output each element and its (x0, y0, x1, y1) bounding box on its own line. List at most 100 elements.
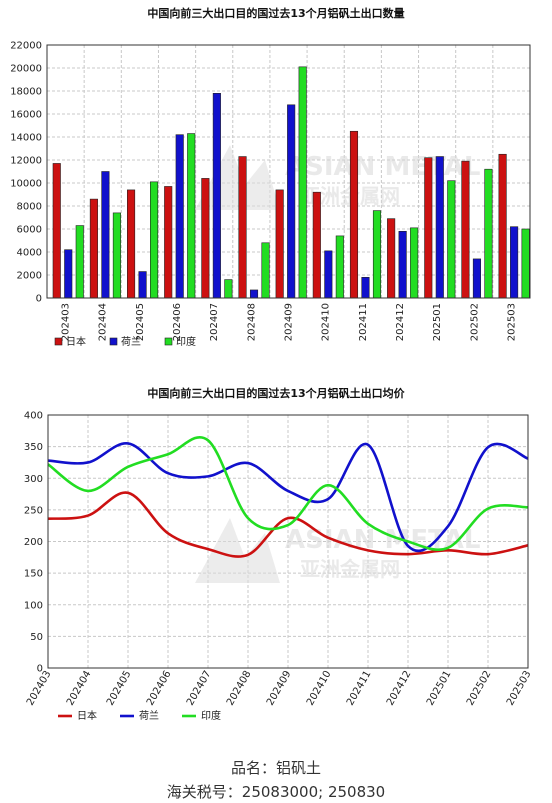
bar (187, 133, 196, 299)
x-tick-label: 202405 (105, 669, 134, 708)
y-tick-label: 350 (24, 442, 43, 453)
price-line-chart: 中国向前三大出口目的国过去13个月铝矾土出口均价 0 50 100 150 200 250… (0, 378, 552, 733)
bar (287, 104, 296, 299)
quantity-bar-chart-svg: 中国向前三大出口目的国过去13个月铝矾土出口数量 0 2000 4000 6000 80… (10, 6, 531, 348)
x-tick-label: 202405 (135, 303, 146, 341)
y-tick-label: 250 (24, 505, 43, 516)
bar (410, 227, 419, 299)
chart-title: 中国向前三大出口目的国过去13个月铝矾土出口均价 (147, 386, 405, 400)
bar (238, 156, 247, 299)
y-tick-label: 16000 (10, 110, 42, 121)
y-tick-label: 8000 (17, 202, 42, 213)
bar (138, 271, 147, 299)
x-tick-label: 202404 (65, 669, 94, 708)
watermark-logo-icon (195, 518, 280, 583)
x-tick-label: 202411 (345, 669, 374, 708)
y-tick-label: 14000 (10, 133, 42, 144)
series-line (47, 442, 529, 553)
series-line (47, 491, 529, 558)
series-line (47, 436, 529, 552)
bar (447, 180, 456, 299)
y-tick-label: 400 (24, 411, 43, 422)
bar (498, 153, 507, 299)
legend-label: 印度 (201, 709, 221, 722)
legend-label: 日本 (66, 335, 86, 348)
x-tick-label: 202412 (395, 303, 406, 341)
x-tick-label: 202503 (505, 669, 534, 708)
price-line-chart-svg: 中国向前三大出口目的国过去13个月铝矾土出口均价 0 50 100 150 200 250… (24, 386, 534, 722)
bar (249, 289, 259, 299)
x-tick-label: 202502 (469, 303, 480, 341)
y-tick-label: 0 (36, 294, 42, 305)
watermark-text-en: ASIAN METAL (285, 152, 481, 182)
bar (150, 181, 159, 299)
x-tick-label: 202408 (225, 669, 254, 708)
legend-label: 荷兰 (139, 709, 159, 722)
y-tick-label: 50 (30, 632, 43, 643)
hs-code: 海关税号：25083000; 250830 (166, 783, 386, 801)
bar (275, 189, 284, 299)
bar (361, 276, 370, 299)
y-tick-label: 4000 (17, 248, 42, 259)
bar (461, 160, 470, 299)
bar (472, 258, 481, 299)
legend-swatch (54, 337, 63, 346)
x-tick-label: 202412 (385, 669, 414, 708)
x-tick-label: 202411 (358, 303, 369, 341)
y-tick-label: 2000 (17, 271, 42, 282)
legend-label: 印度 (176, 335, 196, 348)
quantity-bar-chart: 中国向前三大出口目的国过去13个月铝矾土出口数量 0 2000 4000 6000 80… (0, 0, 552, 365)
bar (164, 186, 173, 299)
x-tick-label: 202501 (432, 303, 443, 341)
y-tick-label: 6000 (17, 225, 42, 236)
x-tick-label: 202407 (209, 303, 220, 341)
x-tick-label: 202403 (25, 669, 54, 708)
legend-swatch (109, 337, 118, 346)
watermark-text-cn: 亚洲金属网 (300, 557, 400, 581)
plot-border (47, 414, 529, 669)
x-tick-label: 202406 (145, 669, 174, 708)
x-tick-label: 202409 (265, 669, 294, 708)
bar (261, 242, 270, 299)
bar (127, 189, 136, 299)
x-tick-label: 202409 (284, 303, 295, 341)
bar (64, 249, 73, 299)
x-tick-label: 202410 (305, 669, 334, 708)
plot-border (46, 44, 531, 299)
bar (521, 228, 530, 299)
y-tick-label: 0 (37, 664, 43, 675)
x-tick-label: 202407 (185, 669, 214, 708)
y-tick-label: 22000 (10, 41, 42, 52)
x-tick-label: 202502 (465, 669, 494, 708)
y-tick-label: 12000 (10, 156, 42, 167)
bar (398, 231, 407, 299)
x-tick-label: 202406 (172, 303, 183, 341)
x-tick-label: 202403 (61, 303, 72, 341)
bar (298, 66, 307, 299)
bar (89, 198, 98, 299)
bar (101, 171, 110, 299)
product-name: 品名：铝矾土 (230, 759, 321, 777)
x-tick-label: 202408 (246, 303, 257, 341)
bar (224, 279, 233, 299)
bar (312, 191, 321, 299)
x-tick-label: 202503 (506, 303, 517, 341)
bar (510, 226, 519, 299)
bar (349, 130, 359, 299)
y-tick-label: 100 (24, 600, 43, 611)
y-tick-label: 10000 (10, 179, 42, 190)
bar (52, 163, 61, 299)
chart-title: 中国向前三大出口目的国过去13个月铝矾土出口数量 (147, 6, 404, 20)
bar (112, 212, 121, 299)
x-tick-label: 202410 (321, 303, 332, 341)
y-tick-label: 18000 (10, 87, 42, 98)
y-tick-label: 300 (24, 474, 43, 485)
bar (335, 235, 344, 299)
y-tick-label: 150 (24, 569, 43, 580)
x-tick-label: 202404 (98, 303, 109, 341)
bar (324, 250, 333, 299)
bar (175, 134, 184, 299)
bar (75, 225, 84, 299)
legend-label: 日本 (77, 709, 97, 722)
bar (484, 168, 493, 299)
